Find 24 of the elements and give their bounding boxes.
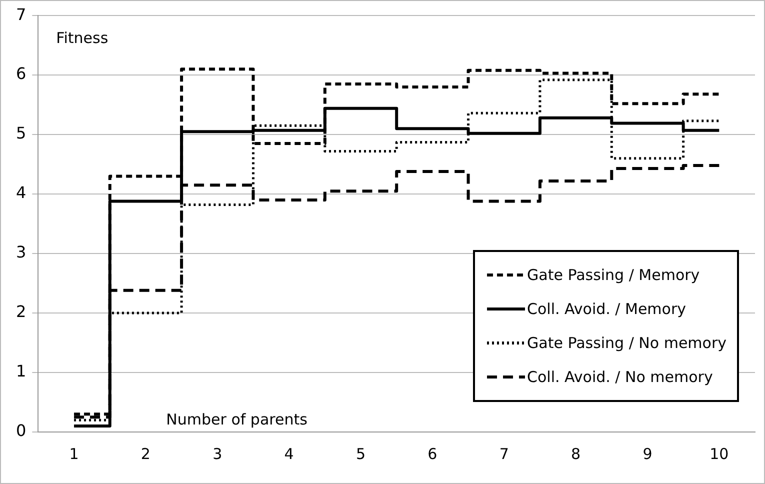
x-tick-label: 6 [428,444,438,463]
x-tick-label: 8 [571,444,581,463]
x-tick-label: 7 [499,444,509,463]
legend-label: Gate Passing / No memory [527,334,727,352]
y-tick-label: 0 [16,421,26,440]
y-tick-label: 4 [16,183,26,202]
y-tick-label: 6 [16,64,26,84]
legend-label: Coll. Avoid. / Memory [527,300,686,318]
x-tick-label: 2 [140,444,150,463]
y-tick-label: 5 [16,124,26,143]
y-axis-title: Fitness [56,28,108,47]
x-tick-label: 10 [710,444,729,463]
x-tick-label: 4 [284,444,294,463]
y-tick-label: 3 [16,242,26,262]
x-tick-label: 5 [356,444,366,463]
legend-label: Coll. Avoid. / No memory [527,368,713,386]
x-axis-title: Number of parents [166,410,308,428]
x-tick-label: 3 [212,444,222,463]
y-tick-label: 1 [16,362,26,381]
x-tick-label: 9 [642,444,652,463]
y-tick-label: 7 [16,4,26,24]
x-tick-label: 1 [69,444,79,463]
legend-label: Gate Passing / Memory [527,266,700,284]
y-tick-label: 2 [16,302,26,322]
